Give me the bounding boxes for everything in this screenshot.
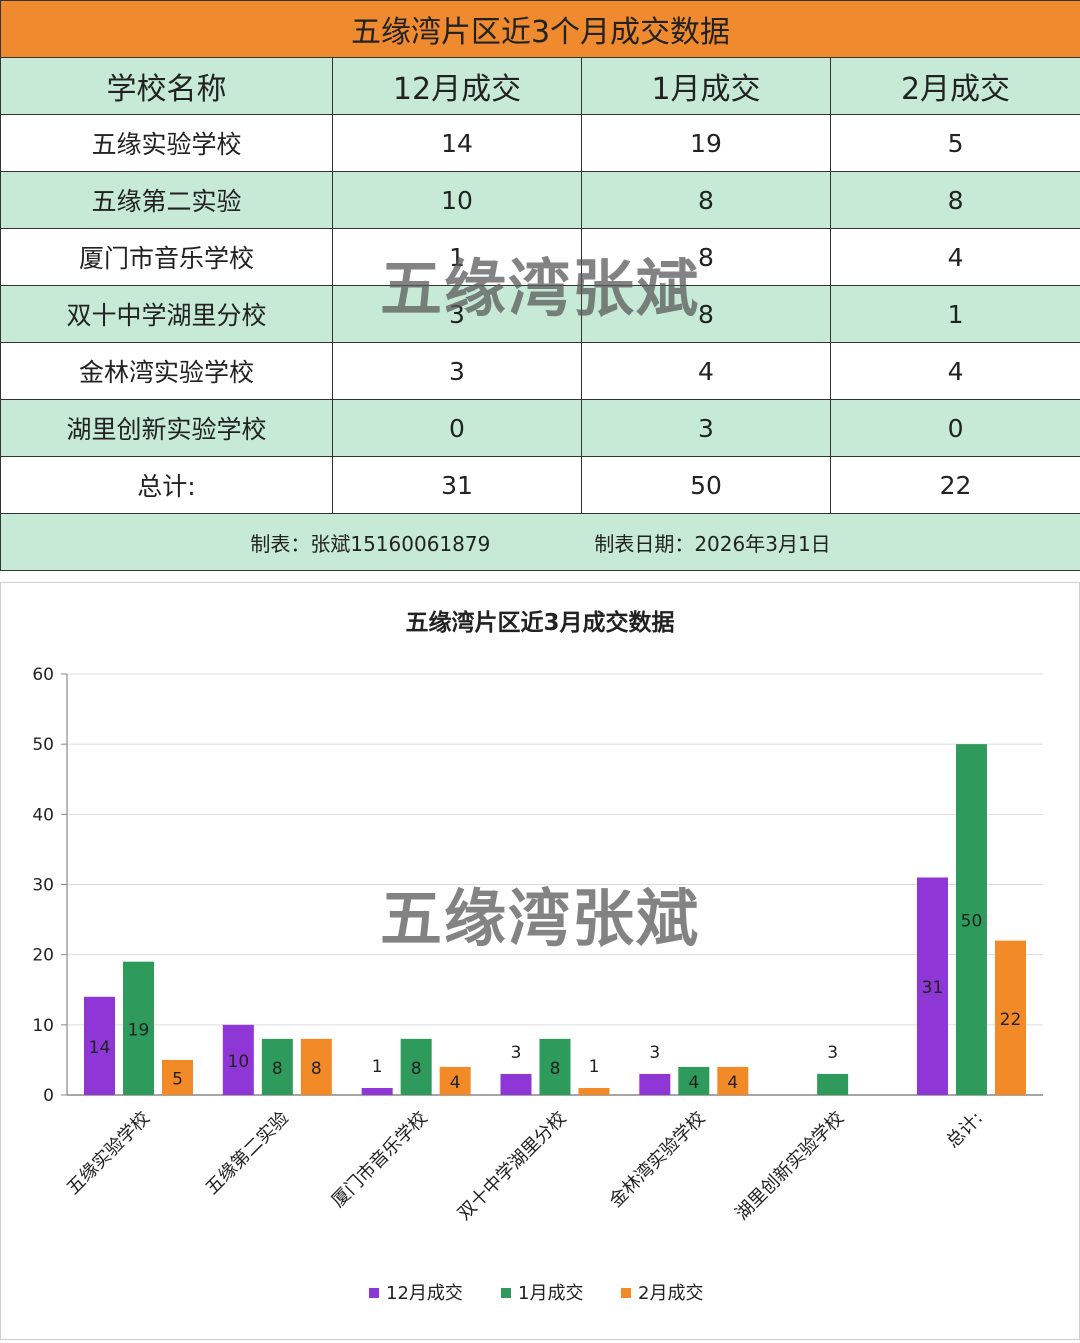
cell-feb: 0 (831, 400, 1080, 457)
x-tick-label: 金林湾实验学校 (605, 1108, 709, 1212)
table-row: 湖里创新实验学校 0 3 0 (1, 400, 1080, 457)
data-label: 1 (372, 1057, 383, 1077)
data-label: 4 (688, 1073, 699, 1093)
y-tick-label: 60 (32, 665, 54, 685)
bar (500, 1074, 531, 1095)
cell-dec: 31 (333, 457, 582, 514)
cell-school: 五缘第二实验 (1, 172, 333, 229)
data-label: 4 (727, 1073, 738, 1093)
x-tick-label: 双十中学湖里分校 (454, 1108, 571, 1225)
cell-school: 厦门市音乐学校 (1, 229, 333, 286)
table-total-row: 总计: 31 50 22 (1, 457, 1080, 514)
y-tick-label: 10 (32, 1016, 54, 1036)
data-label: 19 (128, 1020, 150, 1040)
data-label: 8 (550, 1059, 561, 1079)
legend-swatch (369, 1288, 379, 1298)
table-row: 金林湾实验学校 3 4 4 (1, 343, 1080, 400)
data-table: 五缘湾片区近3个月成交数据 学校名称 12月成交 1月成交 2月成交 五缘实验学… (0, 0, 1080, 571)
table-footer-row: 制表：张斌15160061879 制表日期：2026年3月1日 (1, 514, 1080, 571)
header-dec: 12月成交 (333, 58, 582, 115)
x-tick-label: 厦门市音乐学校 (328, 1108, 432, 1212)
data-label: 22 (1000, 1010, 1022, 1030)
footer-maker: 制表：张斌15160061879 (250, 528, 490, 557)
cell-jan: 8 (582, 286, 831, 343)
cell-feb: 8 (831, 172, 1080, 229)
cell-school: 金林湾实验学校 (1, 343, 333, 400)
cell-dec: 14 (333, 115, 582, 172)
cell-dec: 10 (333, 172, 582, 229)
data-label: 8 (411, 1059, 422, 1079)
y-tick-label: 50 (32, 735, 54, 755)
table-title-row: 五缘湾片区近3个月成交数据 (1, 1, 1080, 58)
bar (578, 1088, 609, 1095)
data-label: 4 (450, 1073, 461, 1093)
cell-jan: 19 (582, 115, 831, 172)
table-title: 五缘湾片区近3个月成交数据 (1, 1, 1080, 58)
chart-title: 五缘湾片区近3月成交数据 (405, 609, 674, 636)
footer-date: 制表日期：2026年3月1日 (594, 528, 830, 557)
cell-feb: 1 (831, 286, 1080, 343)
data-label: 8 (272, 1059, 283, 1079)
legend-swatch (501, 1288, 511, 1298)
cell-school: 五缘实验学校 (1, 115, 333, 172)
bar (639, 1074, 670, 1095)
header-feb: 2月成交 (831, 58, 1080, 115)
cell-school: 湖里创新实验学校 (1, 400, 333, 457)
cell-feb: 5 (831, 115, 1080, 172)
data-label: 50 (961, 912, 983, 932)
legend-label: 2月成交 (638, 1283, 703, 1304)
y-tick-label: 20 (32, 946, 54, 966)
table-footer: 制表：张斌15160061879 制表日期：2026年3月1日 (1, 514, 1080, 571)
data-label: 3 (649, 1043, 660, 1063)
bar (817, 1074, 848, 1095)
cell-feb: 4 (831, 343, 1080, 400)
data-label: 31 (922, 978, 944, 998)
legend-label: 1月成交 (518, 1283, 583, 1304)
data-label: 1 (589, 1057, 600, 1077)
cell-dec: 3 (333, 286, 582, 343)
cell-school: 总计: (1, 457, 333, 514)
data-label: 8 (311, 1059, 322, 1079)
cell-jan: 4 (582, 343, 831, 400)
y-tick-label: 30 (32, 876, 54, 896)
data-label: 5 (172, 1069, 183, 1089)
legend-swatch (621, 1288, 631, 1298)
y-tick-label: 0 (43, 1086, 54, 1106)
cell-dec: 0 (333, 400, 582, 457)
table-row: 五缘实验学校 14 19 5 (1, 115, 1080, 172)
table-row: 五缘第二实验 10 8 8 (1, 172, 1080, 229)
data-label: 3 (511, 1043, 522, 1063)
header-jan: 1月成交 (582, 58, 831, 115)
cell-dec: 3 (333, 343, 582, 400)
table-row: 双十中学湖里分校 3 8 1 (1, 286, 1080, 343)
cell-school: 双十中学湖里分校 (1, 286, 333, 343)
legend-label: 12月成交 (386, 1283, 463, 1304)
x-tick-label: 五缘第二实验 (202, 1108, 293, 1199)
x-tick-label: 五缘实验学校 (63, 1108, 154, 1199)
cell-jan: 8 (582, 229, 831, 286)
data-table-section: 五缘湾片区近3个月成交数据 学校名称 12月成交 1月成交 2月成交 五缘实验学… (0, 0, 1080, 571)
cell-dec: 1 (333, 229, 582, 286)
cell-jan: 50 (582, 457, 831, 514)
header-school: 学校名称 (1, 58, 333, 115)
table-row: 厦门市音乐学校 1 8 4 (1, 229, 1080, 286)
data-label: 10 (228, 1052, 250, 1072)
data-label: 3 (827, 1043, 838, 1063)
cell-feb: 22 (831, 457, 1080, 514)
x-tick-label: 湖里创新实验学校 (732, 1108, 849, 1225)
y-tick-label: 40 (32, 805, 54, 825)
bar (362, 1088, 393, 1095)
x-tick-label: 总计: (942, 1108, 987, 1153)
table-header-row: 学校名称 12月成交 1月成交 2月成交 (1, 58, 1080, 115)
cell-feb: 4 (831, 229, 1080, 286)
data-label: 14 (89, 1038, 111, 1058)
cell-jan: 8 (582, 172, 831, 229)
cell-jan: 3 (582, 400, 831, 457)
